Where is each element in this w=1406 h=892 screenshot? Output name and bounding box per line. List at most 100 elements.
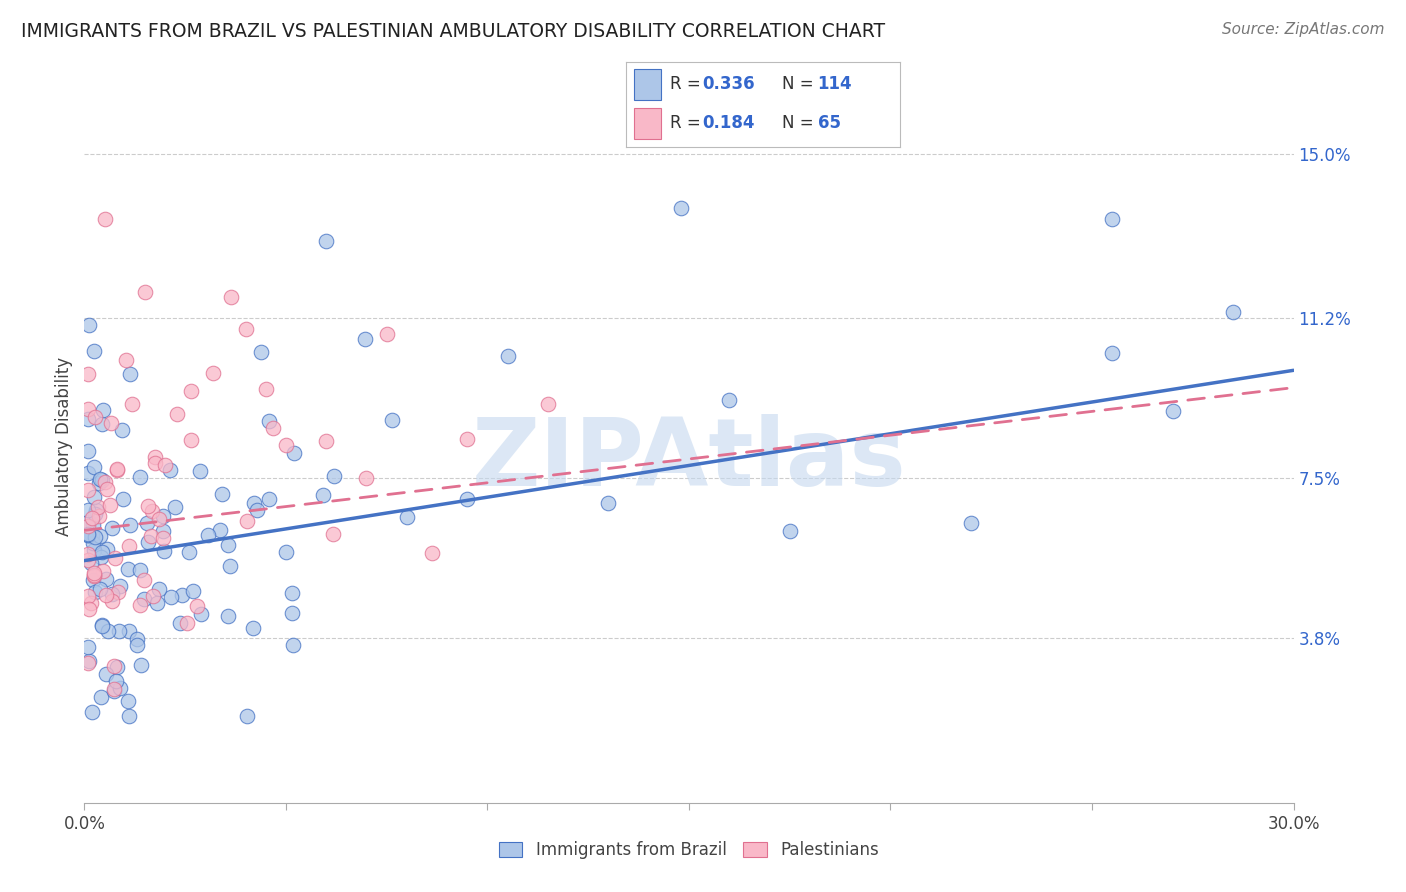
Point: [456, 492, 478, 507]
Point: [281, 585, 304, 599]
Point: [136, 499, 159, 513]
Point: [103, 683, 125, 698]
Point: [115, 352, 138, 367]
Point: [103, 682, 125, 697]
Point: [80, 511, 103, 525]
Point: [80, 706, 103, 720]
Point: [235, 321, 257, 335]
Point: [110, 579, 132, 593]
Point: [77, 526, 100, 541]
Point: [96, 483, 118, 497]
Point: [82, 535, 104, 549]
Point: [537, 396, 560, 410]
Point: [136, 516, 159, 530]
Point: [93, 475, 115, 489]
Point: [96, 541, 118, 556]
Point: [108, 624, 131, 639]
Point: [90, 550, 112, 565]
Point: [221, 290, 243, 304]
Text: 114: 114: [818, 76, 852, 94]
Text: N =: N =: [782, 114, 818, 132]
Point: [77, 528, 100, 542]
Point: [132, 591, 155, 606]
Point: [148, 582, 170, 596]
Point: [108, 681, 131, 696]
Point: [257, 491, 280, 506]
Point: [107, 659, 129, 673]
Point: [89, 582, 111, 596]
Point: [190, 464, 212, 478]
Point: [94, 588, 117, 602]
Point: [93, 403, 115, 417]
Point: [153, 543, 176, 558]
Point: [598, 496, 620, 510]
Point: [83, 569, 105, 583]
Point: [91, 417, 114, 432]
Point: [276, 545, 298, 559]
Point: [281, 639, 304, 653]
Point: [153, 458, 176, 473]
Point: [152, 508, 174, 523]
Point: [496, 349, 519, 363]
Point: [77, 553, 100, 567]
Point: [129, 563, 152, 577]
Point: [159, 591, 181, 605]
Point: [90, 545, 112, 559]
Point: [101, 594, 124, 608]
Point: [82, 573, 104, 587]
Point: [246, 502, 269, 516]
Point: [152, 531, 174, 545]
Point: [83, 459, 105, 474]
Point: [89, 529, 111, 543]
Point: [93, 211, 115, 226]
Point: [105, 461, 128, 475]
Point: [84, 530, 107, 544]
Point: [84, 410, 107, 425]
Point: [779, 524, 801, 538]
Point: [669, 201, 692, 215]
Point: [249, 345, 271, 359]
Text: IMMIGRANTS FROM BRAZIL VS PALESTINIAN AMBULATORY DISABILITY CORRELATION CHART: IMMIGRANTS FROM BRAZIL VS PALESTINIAN AM…: [21, 22, 886, 41]
Point: [211, 487, 233, 501]
Point: [217, 609, 239, 624]
Point: [145, 596, 167, 610]
Point: [77, 401, 100, 416]
Point: [176, 616, 198, 631]
Point: [79, 596, 101, 610]
Point: [134, 285, 156, 300]
Point: [170, 588, 193, 602]
Point: [1161, 403, 1184, 417]
Point: [100, 417, 122, 431]
Point: [274, 437, 297, 451]
Point: [83, 566, 105, 580]
Point: [77, 547, 100, 561]
Point: [136, 534, 159, 549]
Point: [322, 526, 344, 541]
Text: R =: R =: [669, 114, 706, 132]
Point: [315, 434, 337, 448]
Point: [1101, 346, 1123, 360]
Point: [121, 396, 143, 410]
Point: [381, 413, 404, 427]
Point: [77, 654, 100, 668]
Point: [77, 503, 100, 517]
Point: [254, 382, 277, 396]
Point: [180, 433, 202, 447]
Point: [104, 551, 127, 566]
Point: [456, 432, 478, 446]
Point: [118, 539, 141, 553]
Text: 0.336: 0.336: [703, 76, 755, 94]
Point: [96, 573, 118, 587]
Point: [139, 529, 162, 543]
Point: [83, 542, 105, 557]
Point: [84, 503, 107, 517]
Point: [243, 496, 266, 510]
Point: [77, 519, 100, 533]
Point: [180, 384, 202, 399]
Point: [159, 463, 181, 477]
Point: [148, 512, 170, 526]
Point: [101, 520, 124, 534]
Point: [118, 367, 141, 381]
Point: [84, 507, 107, 521]
Text: Source: ZipAtlas.com: Source: ZipAtlas.com: [1222, 22, 1385, 37]
